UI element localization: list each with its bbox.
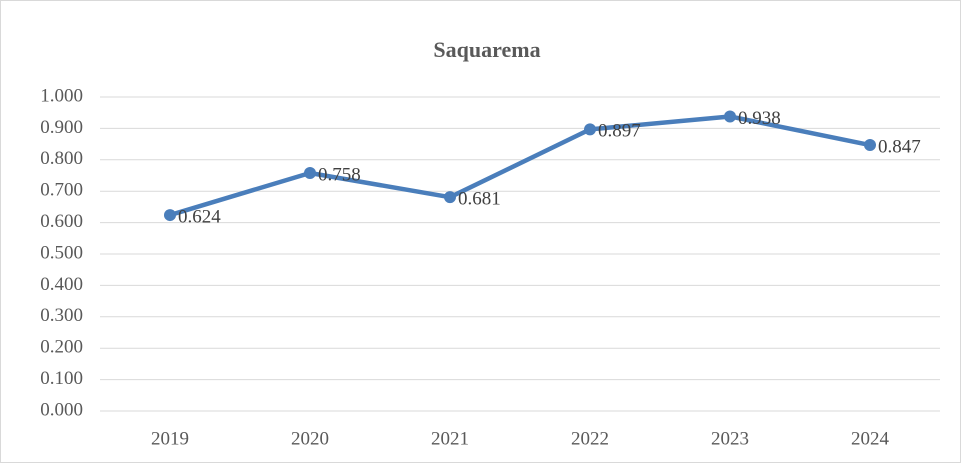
x-tick-label: 2024 xyxy=(851,428,890,449)
y-tick-label: 0.800 xyxy=(40,148,83,169)
y-tick-label: 0.000 xyxy=(40,399,83,420)
data-point xyxy=(584,123,596,136)
x-tick-label: 2022 xyxy=(571,428,609,449)
data-label: 0.758 xyxy=(318,164,361,185)
series-line xyxy=(169,114,871,218)
x-tick-label: 2020 xyxy=(291,428,329,449)
y-tick-label: 0.400 xyxy=(40,274,83,295)
data-label: 0.938 xyxy=(738,108,781,129)
data-point xyxy=(864,139,876,152)
y-tick-label: 0.200 xyxy=(40,337,83,358)
data-label: 0.847 xyxy=(878,136,921,157)
data-label: 0.624 xyxy=(178,206,221,227)
x-tick-label: 2023 xyxy=(711,428,749,449)
data-point xyxy=(304,166,316,179)
data-point xyxy=(724,110,736,123)
y-tick-label: 0.900 xyxy=(40,117,83,138)
data-label: 0.681 xyxy=(458,189,501,210)
data-label: 0.897 xyxy=(598,121,641,142)
y-tick-label: 0.300 xyxy=(40,305,83,326)
chart-title: Saquarema xyxy=(433,37,540,62)
y-tick-label: 0.500 xyxy=(40,242,83,263)
x-tick-label: 2021 xyxy=(431,428,469,449)
data-point xyxy=(164,209,176,222)
y-tick-label: 0.100 xyxy=(40,368,83,389)
y-tick-label: 0.700 xyxy=(40,180,83,201)
x-tick-label: 2019 xyxy=(151,428,189,449)
y-tick-label: 0.600 xyxy=(40,211,83,232)
y-tick-label: 1.000 xyxy=(40,85,83,106)
data-point xyxy=(444,191,456,204)
